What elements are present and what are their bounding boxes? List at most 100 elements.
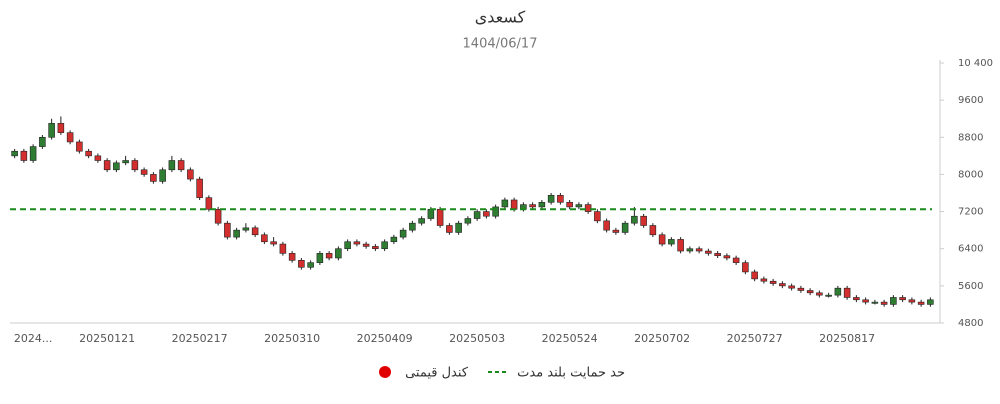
legend-candle-label: کندل قیمتی	[405, 366, 469, 381]
candle-body	[48, 123, 55, 138]
legend-candle-symbol	[379, 366, 391, 378]
candle-body	[779, 283, 786, 287]
chart-subtitle: 1404/06/17	[463, 37, 538, 52]
candle-body	[131, 160, 139, 171]
candle-body	[760, 278, 768, 282]
candle-body	[797, 287, 805, 291]
candle-body	[742, 262, 749, 273]
y-tick-label: 10 400	[958, 58, 993, 69]
candle-body	[224, 222, 231, 238]
candle-body	[501, 199, 509, 208]
candle-body	[714, 253, 721, 256]
candle-body	[825, 294, 832, 297]
candle-body	[418, 218, 425, 224]
candle-body	[325, 253, 333, 259]
x-tick-label: 20250524	[542, 332, 598, 345]
candle-body	[658, 234, 666, 245]
candle-body	[270, 241, 277, 245]
y-tick-label: 6400	[958, 244, 983, 255]
candle-body	[705, 250, 712, 254]
candle-body	[473, 211, 481, 219]
candle-body	[381, 241, 388, 250]
candle-body	[668, 239, 675, 245]
candle-body	[834, 287, 842, 296]
candle-body	[168, 160, 176, 171]
y-tick-label: 4800	[958, 318, 983, 329]
candle-body	[547, 195, 555, 203]
candle-body	[538, 201, 546, 208]
candle-body	[529, 204, 536, 208]
candle-body	[483, 211, 490, 217]
candle-body	[732, 257, 740, 263]
candle-body	[39, 136, 46, 147]
candle-body	[853, 297, 860, 301]
candle-body	[455, 222, 462, 233]
candle-body	[76, 141, 83, 152]
candle-body	[103, 160, 111, 171]
candle-body	[557, 195, 564, 203]
y-tick-label: 8800	[958, 132, 983, 143]
candle-body	[113, 162, 120, 171]
candle-body	[788, 285, 795, 289]
candle-body	[631, 215, 638, 224]
x-tick-label: 20250310	[264, 332, 320, 345]
candle-body	[187, 169, 194, 180]
candle-body	[150, 174, 157, 182]
candle-body	[427, 208, 435, 219]
y-tick-label: 9600	[958, 95, 983, 106]
candle-body	[214, 208, 222, 224]
candle-body	[594, 211, 601, 222]
candle-body	[205, 197, 213, 210]
x-tick-label: 20250702	[634, 332, 690, 345]
candle-body	[575, 204, 583, 208]
y-tick-label: 8000	[958, 169, 983, 180]
candle-body	[85, 150, 92, 157]
candle-body	[251, 227, 259, 236]
candle-body	[908, 299, 916, 303]
x-tick-label: 20250817	[819, 332, 875, 345]
candle-body	[372, 246, 379, 250]
candle-body	[751, 271, 758, 280]
candle-body	[390, 236, 398, 243]
candle-body	[871, 301, 879, 304]
x-tick-label: 20250409	[357, 332, 413, 345]
candle-body	[584, 204, 592, 212]
candle-body	[140, 169, 148, 175]
candle-body	[261, 234, 268, 243]
candle-body	[917, 301, 925, 305]
candle-body	[927, 299, 934, 305]
x-tick-label: 20250121	[79, 332, 135, 345]
candle-body	[335, 248, 342, 259]
candle-body	[686, 248, 694, 252]
candle-body	[57, 123, 65, 133]
candle-body	[399, 229, 407, 238]
candle-body	[862, 299, 869, 303]
candle-body	[279, 243, 287, 254]
candle-body	[94, 155, 102, 161]
candle-body	[362, 243, 370, 247]
candle-body	[316, 253, 324, 263]
candle-body	[899, 297, 906, 301]
candle-body	[436, 208, 444, 226]
candle-body	[307, 262, 314, 268]
x-tick-label: 20250217	[172, 332, 228, 345]
candle-body	[510, 199, 518, 210]
candle-body	[242, 227, 250, 231]
candle-body	[640, 215, 647, 226]
candle-body	[612, 229, 620, 233]
candle-body	[816, 292, 823, 296]
candle-body	[159, 169, 166, 182]
candle-body	[66, 132, 74, 143]
y-tick-label: 5600	[958, 281, 983, 292]
candle-body	[769, 280, 777, 284]
candle-body	[566, 201, 573, 208]
candle-body	[492, 206, 499, 217]
candle-body	[20, 150, 28, 161]
candle-body	[695, 248, 703, 252]
candle-body	[446, 225, 453, 233]
candle-body	[29, 146, 37, 161]
candle-body	[196, 178, 203, 198]
candle-body	[806, 290, 814, 294]
candle-body	[603, 220, 610, 231]
